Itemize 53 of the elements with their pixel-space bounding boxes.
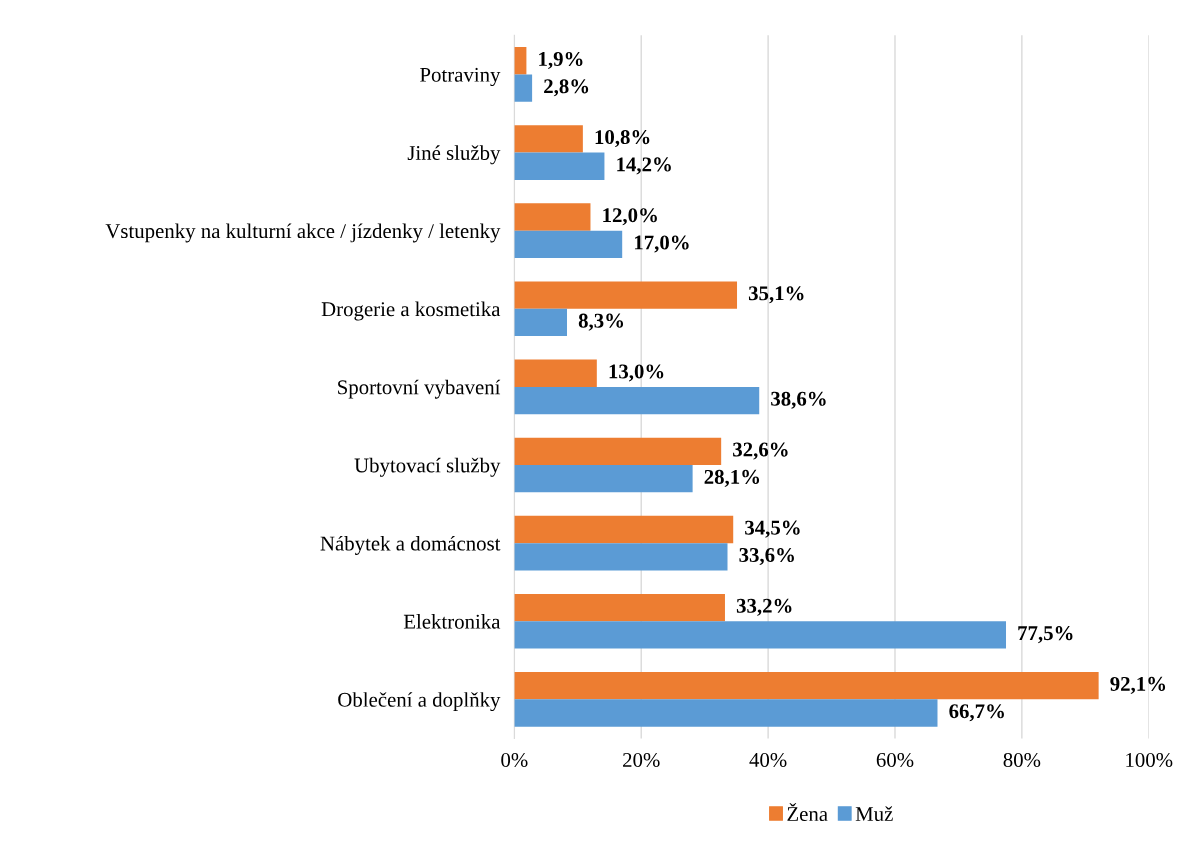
- bar: [514, 308, 567, 337]
- data-label: 10,8%: [595, 130, 650, 148]
- bar: [514, 152, 605, 180]
- bar: [514, 74, 533, 102]
- data-label: 2,8%: [544, 79, 589, 97]
- bar: [514, 543, 728, 571]
- bar: [514, 203, 591, 231]
- data-label: 33,6%: [739, 547, 794, 566]
- bar: [514, 515, 734, 544]
- y-tick-label: Vstupenky na kulturní akce / jízdenky / letenky: [105, 223, 501, 243]
- y-tick-label: Oblečení a doplňky: [338, 692, 501, 712]
- bar: [514, 621, 1007, 649]
- bar: [514, 359, 597, 387]
- data-label: 8,3%: [578, 313, 624, 331]
- legend-label: Žena: [787, 803, 828, 822]
- x-tick-label: 80%: [1003, 752, 1041, 768]
- y-tick-label: Nábytek a domácnost: [320, 535, 501, 555]
- data-label: 77,5%: [1018, 626, 1073, 644]
- bar: [514, 593, 725, 622]
- y-tick-label: Elektronika: [403, 614, 501, 629]
- bar: [514, 47, 527, 75]
- y-tick-label: Jiné služby: [407, 145, 501, 165]
- y-tick-label: Potraviny: [420, 67, 501, 87]
- bar: [514, 281, 738, 309]
- bar: [514, 125, 583, 153]
- bar: [514, 465, 693, 493]
- data-label: 17,0%: [634, 235, 689, 253]
- bar: [514, 672, 1099, 700]
- data-label: 13,0%: [609, 364, 664, 382]
- bar: [514, 386, 760, 415]
- x-tick-label: 40%: [749, 752, 787, 768]
- data-label: 66,7%: [949, 704, 1004, 722]
- x-tick-label: 100%: [1126, 752, 1173, 768]
- x-tick-label: 0%: [501, 752, 528, 768]
- data-label: 12,0%: [603, 208, 657, 226]
- data-label: 35,1%: [748, 286, 804, 304]
- y-tick-label: Sportovní vybavení: [338, 379, 501, 399]
- data-label: 34,5%: [745, 520, 800, 538]
- x-tick-label: 60%: [876, 752, 914, 768]
- data-label: 1,9%: [539, 51, 583, 69]
- legend-label: Muž: [855, 806, 893, 822]
- data-label: 28,1%: [704, 469, 760, 487]
- data-label: 14,2%: [617, 157, 671, 175]
- bar: [514, 699, 938, 727]
- y-tick-label: Drogerie a kosmetika: [321, 301, 501, 321]
- data-label: 32,6%: [733, 442, 788, 460]
- data-label: 92,1%: [1110, 676, 1166, 694]
- x-tick-label: 20%: [623, 752, 660, 768]
- bar: [514, 230, 623, 258]
- y-tick-label: Ubytovací služby: [354, 457, 501, 477]
- bar: [514, 437, 722, 466]
- data-label: 33,2%: [736, 598, 792, 616]
- data-label: 38,6%: [771, 391, 826, 409]
